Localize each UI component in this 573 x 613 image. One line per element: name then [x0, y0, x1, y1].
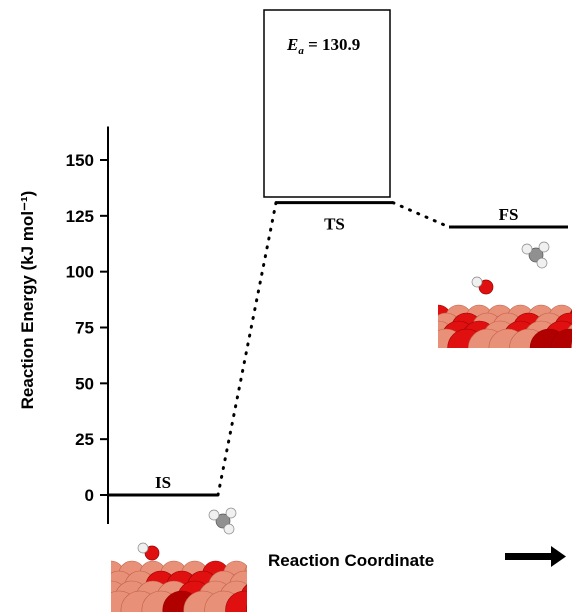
y-tick-label: 0 [85, 486, 94, 505]
y-tick-label: 25 [75, 430, 94, 449]
level-label-fs: FS [499, 205, 519, 224]
level-label-is: IS [155, 473, 171, 492]
fs-methyl-icon [521, 241, 550, 269]
y-tick-label: 75 [75, 319, 94, 338]
connector-dotted [216, 201, 278, 497]
level-label-ts: TS [324, 215, 345, 234]
is-methyl-icon [208, 507, 237, 535]
is-hydroxyl-icon [137, 542, 160, 561]
y-tick-label: 150 [66, 151, 94, 170]
connector-dotted [391, 201, 451, 229]
y-tick-label: 50 [75, 374, 94, 393]
ea-inset-frame [263, 9, 391, 198]
reaction-coordinate-arrow-icon [505, 546, 566, 567]
y-tick-label: 100 [66, 263, 94, 282]
y-tick-label: 125 [66, 207, 94, 226]
fs-surface-image [438, 290, 572, 348]
ea-inset: Ea = 130.9 [263, 9, 391, 198]
ea-annotation: Ea = 130.9 [286, 35, 360, 57]
fs-hydroxyl-icon [471, 276, 494, 295]
x-axis-title: Reaction Coordinate [268, 551, 434, 570]
is-surface-image [111, 546, 247, 612]
y-axis-title: Reaction Energy (kJ mol⁻¹) [18, 191, 37, 410]
